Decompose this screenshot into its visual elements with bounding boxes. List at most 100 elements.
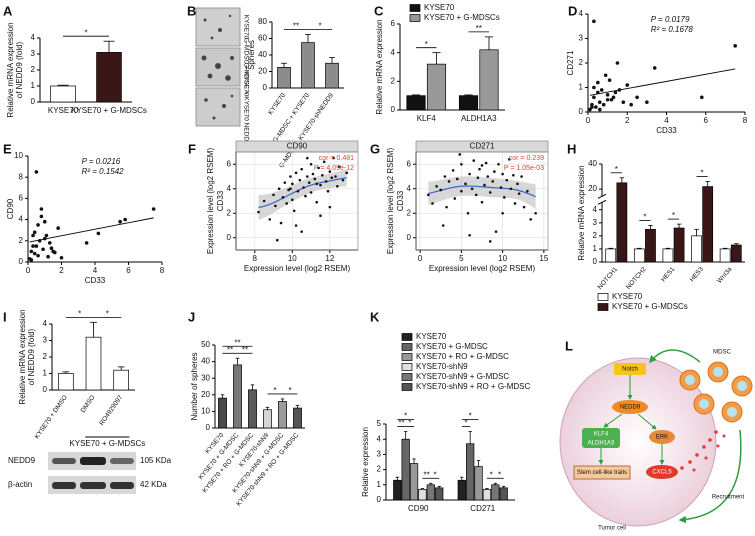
- y-tick-label: 0: [377, 495, 382, 504]
- y-tick-label: 4: [579, 9, 584, 18]
- significance-label: **: [234, 338, 240, 347]
- point: [507, 158, 511, 161]
- bar: [293, 407, 302, 429]
- node-label: KLF4: [594, 432, 609, 438]
- bar: [58, 373, 74, 391]
- y-tick-label: 0: [263, 83, 268, 92]
- micrograph-label: G-MDSC + KYSE70 NEDD9sh: [242, 62, 249, 151]
- y-tick-label: 40: [588, 159, 597, 168]
- point: [441, 224, 445, 227]
- point: [460, 162, 463, 166]
- y-tick-label: 3: [31, 49, 36, 58]
- significance-label: **: [242, 345, 248, 354]
- micrographs: KYSE70 G-MDSC + KYSE70 G-MDSC + KYSE70 N…: [195, 7, 249, 152]
- bar: [96, 52, 122, 103]
- legend-label: KYSE70-shN9: [416, 362, 468, 371]
- point: [302, 186, 305, 189]
- y-tick-label: 3: [593, 218, 598, 227]
- bar: [499, 487, 508, 501]
- panel-letter: J: [188, 309, 195, 324]
- point: [497, 162, 500, 166]
- point: [294, 171, 298, 175]
- y-tick-label: 4: [227, 184, 232, 193]
- fit-curve: [428, 185, 536, 198]
- y-tick-label: 0: [391, 105, 396, 114]
- y-tick-label: 1: [31, 81, 36, 90]
- y-tick-label: 2: [579, 58, 584, 67]
- point: [520, 175, 523, 178]
- y-tick-label: 2: [31, 65, 36, 74]
- point: [304, 194, 307, 198]
- point: [29, 258, 34, 262]
- node-label: Notch: [622, 367, 638, 373]
- point: [330, 176, 334, 180]
- point: [322, 160, 326, 164]
- y-axis-label: Relative expression: [361, 427, 370, 497]
- point: [534, 211, 537, 215]
- point: [501, 172, 504, 176]
- significance-label: *: [404, 412, 407, 421]
- point: [37, 239, 42, 243]
- y-tick-label: 0: [19, 257, 24, 266]
- point: [279, 221, 283, 225]
- y-tick-label: 0: [407, 233, 412, 242]
- bar: [426, 484, 435, 501]
- y-tick-label: 4: [391, 48, 396, 57]
- significance-label: *: [672, 211, 675, 220]
- legend-label: KYSE70-shN9 + RO + G-MDSC: [416, 382, 530, 391]
- y-tick-label: 2: [377, 465, 382, 474]
- point: [309, 162, 313, 166]
- confidence-band: [428, 176, 536, 210]
- y-tick-label: 4: [19, 215, 24, 224]
- annotation: cor = 0.239: [509, 155, 544, 162]
- point: [460, 189, 463, 193]
- legend-swatch: [401, 373, 413, 381]
- legend-label: KYSE70 + G-MDSCs: [424, 13, 500, 22]
- point: [307, 181, 311, 184]
- node: [573, 465, 631, 480]
- legend-label: KYSE70 + G-MDSCs: [612, 302, 688, 311]
- point: [494, 230, 498, 233]
- fit-line: [29, 217, 154, 243]
- y-tick-label: 1: [377, 480, 382, 489]
- node: [612, 400, 648, 414]
- panel-letter: B: [187, 3, 196, 18]
- point: [603, 73, 608, 78]
- node: [614, 363, 646, 375]
- y-tick-label: 10: [14, 151, 23, 160]
- point: [733, 44, 737, 48]
- x-axis-label: Expression level (log2 RSEM): [244, 264, 351, 273]
- panel-letter: D: [568, 3, 577, 18]
- point: [123, 217, 127, 222]
- point: [298, 178, 302, 182]
- significance-label: *: [425, 40, 428, 49]
- panel-letter: F: [188, 141, 196, 156]
- plot-frame: [235, 151, 359, 251]
- x-tick-label: 4: [93, 266, 98, 275]
- bar: [482, 489, 492, 501]
- point: [464, 182, 467, 186]
- significance-label: *: [78, 309, 81, 318]
- y-tick-label: 4: [31, 33, 36, 42]
- annotation: R² = 0.1542: [82, 167, 125, 176]
- point: [609, 97, 614, 102]
- point: [493, 170, 496, 173]
- x-tick-label: 8: [743, 116, 748, 125]
- point: [596, 80, 600, 85]
- y-tick-label: 2: [43, 352, 48, 361]
- x-tick-label: 4: [664, 116, 669, 125]
- point: [597, 100, 602, 104]
- legend-label: KYSE70: [424, 3, 455, 12]
- bar: [645, 228, 656, 263]
- x-tick-label: 8: [160, 266, 165, 275]
- axis-break: [597, 193, 607, 199]
- point: [296, 189, 300, 193]
- point: [652, 66, 657, 70]
- point: [39, 207, 44, 211]
- significance-label: *: [643, 213, 646, 222]
- y-tick-label: 20: [201, 390, 210, 399]
- point: [458, 153, 462, 156]
- legend-swatch: [401, 353, 413, 361]
- y-tick-label: 2: [19, 236, 24, 245]
- bar: [393, 479, 402, 501]
